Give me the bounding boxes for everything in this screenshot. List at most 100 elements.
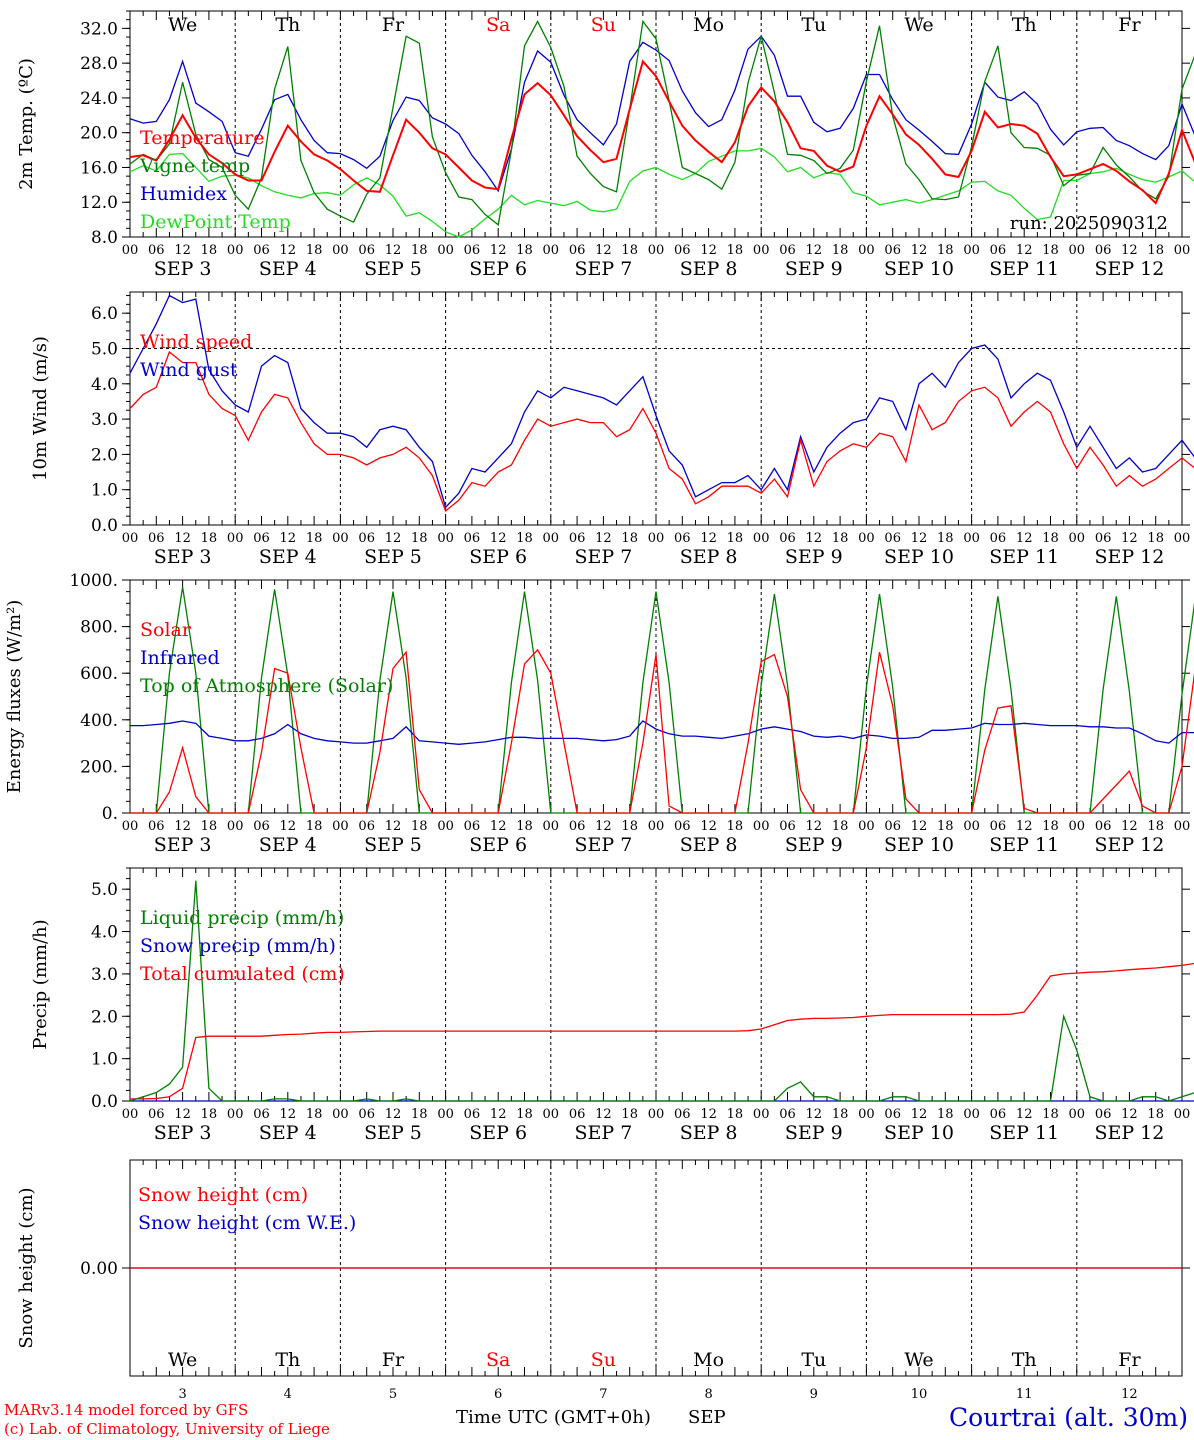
series-total-cumulated-cm- (130, 962, 1194, 1100)
panel-2: 0.0 1.0 2.0 3.0 4.0 5.0 6.0 10m Wind (m/s) Wind … (30, 291, 1194, 568)
weekday-label: Tu (801, 1349, 826, 1371)
x-axis-title: Time UTC (GMT+0h) (456, 1407, 651, 1428)
x-date-label: SEP 8 (680, 834, 738, 856)
x-hour-label: 18 (621, 531, 638, 546)
x-hour-label: 06 (1095, 819, 1112, 834)
y-tick-label: 6.0 (91, 304, 118, 324)
x-hour-label: 12 (490, 819, 507, 834)
x-hour-label: 12 (1016, 531, 1033, 546)
x-date-label: SEP 12 (1094, 258, 1164, 280)
x-hour-label: 12 (806, 819, 823, 834)
x-hour-label: 06 (1095, 243, 1112, 258)
legend-entry: Humidex (140, 183, 227, 205)
x-hour-label: 00 (858, 243, 875, 258)
series-wind-gust (129, 294, 1194, 509)
y-tick-label: 0.0 (91, 1092, 118, 1112)
x-axis-month: SEP (688, 1407, 726, 1428)
y-axis-title: 2m Temp. (ºC) (16, 58, 37, 190)
x-date-label: SEP 9 (785, 546, 843, 568)
y-tick-label: 1.0 (91, 1050, 118, 1070)
x-hour-label: 00 (122, 243, 139, 258)
x-date-label: SEP 11 (989, 258, 1059, 280)
x-hour-label: 00 (1069, 243, 1086, 258)
x-hour-label: 00 (963, 531, 980, 546)
y-tick-label: 1000. (69, 571, 118, 591)
x-hour-label: 12 (911, 531, 928, 546)
weekday-label: Th (1012, 14, 1037, 36)
legend-entry: Vigne temp (139, 155, 250, 177)
x-date-label: SEP 10 (884, 1122, 954, 1144)
weekday-label: Fr (382, 1349, 405, 1371)
x-hour-label: 00 (753, 1107, 770, 1122)
x-hour-label: 18 (306, 819, 323, 834)
x-date-label: SEP 3 (154, 834, 212, 856)
legend-entry: Solar (140, 619, 192, 641)
x-hour-label: 00 (543, 1107, 560, 1122)
y-tick-label: 800. (80, 618, 118, 638)
y-tick-label: 3.0 (91, 410, 118, 430)
x-hour-label: 00 (963, 1107, 980, 1122)
x-hour-label: 06 (674, 243, 691, 258)
x-hour-label: 00 (753, 243, 770, 258)
x-date-label: SEP 8 (680, 258, 738, 280)
x-hour-label: 12 (911, 1107, 928, 1122)
x-hour-label: 00 (227, 531, 244, 546)
x-hour-label: 06 (358, 1107, 375, 1122)
x-hour-label: 06 (148, 819, 165, 834)
x-date-label: SEP 11 (989, 834, 1059, 856)
panel-1: 8.0 12.0 16.0 20.0 24.0 28.0 32.0 2m Temp. (ºC)… (16, 10, 1194, 280)
x-hour-label: 18 (727, 243, 744, 258)
x-hour-label: 00 (122, 531, 139, 546)
weekday-label: Sa (486, 1349, 510, 1371)
x-date-label: SEP 4 (259, 834, 317, 856)
x-hour-label: 18 (621, 1107, 638, 1122)
x-date-label: SEP 9 (785, 834, 843, 856)
weekday-label: Th (275, 14, 300, 36)
x-hour-label: 06 (358, 819, 375, 834)
panel-4: 0.0 1.0 2.0 3.0 4.0 5.0 Precip (mm/h) Liquid pr… (30, 867, 1194, 1144)
x-hour-label: 12 (700, 531, 717, 546)
x-hour-label: 00 (1069, 531, 1086, 546)
x-hour-label: 06 (464, 531, 481, 546)
x-hour-label: 00 (1069, 1107, 1086, 1122)
series-top-of-atmosphere-solar- (130, 586, 1194, 814)
legend-entry: Liquid precip (mm/h) (140, 907, 344, 929)
weekday-label: Th (1012, 1349, 1037, 1371)
x-hour-label: 00 (543, 819, 560, 834)
x-hour-label: 00 (227, 243, 244, 258)
weekday-label: We (168, 14, 197, 36)
x-hour-label: 00 (648, 819, 665, 834)
x-hour-label: 18 (411, 1107, 428, 1122)
weekday-label: Su (591, 14, 616, 36)
x-hour-label: 00 (437, 243, 454, 258)
x-hour-label: 00 (1174, 531, 1191, 546)
x-hour-label: 00 (227, 1107, 244, 1122)
x-hour-label: 06 (990, 243, 1007, 258)
x-hour-label: 00 (543, 531, 560, 546)
y-tick-label: 4.0 (91, 923, 118, 943)
x-hour-label: 00 (648, 531, 665, 546)
x-hour-label: 18 (832, 243, 849, 258)
weekday-label: Mo (693, 1349, 724, 1371)
x-date-label: SEP 4 (259, 1122, 317, 1144)
legend-entry: Top of Atmosphere (Solar) (140, 675, 393, 697)
x-hour-label: 12 (806, 243, 823, 258)
weekday-label: We (904, 1349, 933, 1371)
panel-3: 0. 200. 400. 600. 800. 1000. Energy fluxes (W/… (4, 571, 1194, 856)
x-hour-label: 00 (332, 1107, 349, 1122)
x-hour-label: 18 (306, 243, 323, 258)
series-vigne-temp (129, 19, 1194, 226)
x-hour-label: 00 (963, 243, 980, 258)
x-hour-label: 06 (990, 531, 1007, 546)
x-date-label: SEP 6 (469, 1122, 527, 1144)
x-hour-label: 18 (1042, 531, 1059, 546)
x-hour-label: 12 (385, 243, 402, 258)
x-hour-label: 06 (464, 819, 481, 834)
x-hour-label: 06 (779, 819, 796, 834)
x-date-label: SEP 12 (1094, 1122, 1164, 1144)
y-tick-label: 32.0 (80, 19, 118, 39)
weekday-label: Th (275, 1349, 300, 1371)
x-hour-label: 12 (911, 243, 928, 258)
x-hour-label: 06 (569, 531, 586, 546)
